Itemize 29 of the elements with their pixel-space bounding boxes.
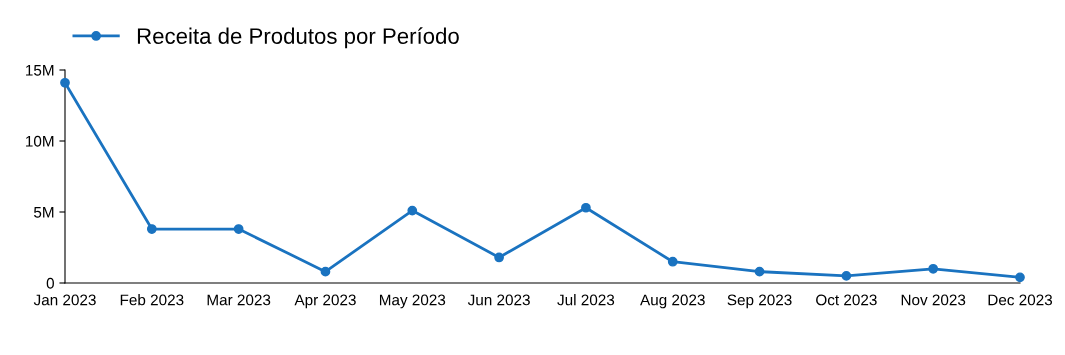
point (320, 266, 331, 277)
y-tick-label: 10M (26, 135, 54, 147)
y-tick-label: 5M (33, 207, 54, 218)
x-tick-label: Dec 2023 (988, 294, 1053, 306)
x-tick-label: Oct 2023 (816, 294, 877, 306)
point (407, 205, 418, 216)
x-tick-label: Feb 2023 (120, 294, 184, 306)
x-tick-label: Sep 2023 (727, 294, 792, 309)
point (754, 266, 765, 277)
x-tick-label: May 2023 (379, 294, 446, 309)
x-tick-label: Aug 2023 (640, 294, 705, 309)
point (667, 256, 678, 267)
point (581, 202, 591, 213)
point (494, 252, 504, 263)
x-tick-label: Jul 2023 (557, 294, 615, 306)
legend-label: Receita de Produtos por Período (137, 27, 459, 49)
y-tick-label: 0 (46, 277, 54, 289)
x-tick-label: Jan 2023 (33, 294, 96, 306)
x-tick-label: Mar 2023 (207, 294, 271, 306)
point (1015, 272, 1025, 283)
point (60, 77, 70, 88)
y-tick-label: 15M (26, 65, 54, 76)
point (841, 271, 852, 281)
point (928, 263, 939, 274)
x-tick-label: Jun 2023 (467, 294, 530, 306)
x-tick-label: Nov 2023 (901, 294, 966, 306)
point (233, 224, 244, 234)
x-tick-label: Apr 2023 (294, 294, 356, 309)
point (146, 224, 157, 234)
